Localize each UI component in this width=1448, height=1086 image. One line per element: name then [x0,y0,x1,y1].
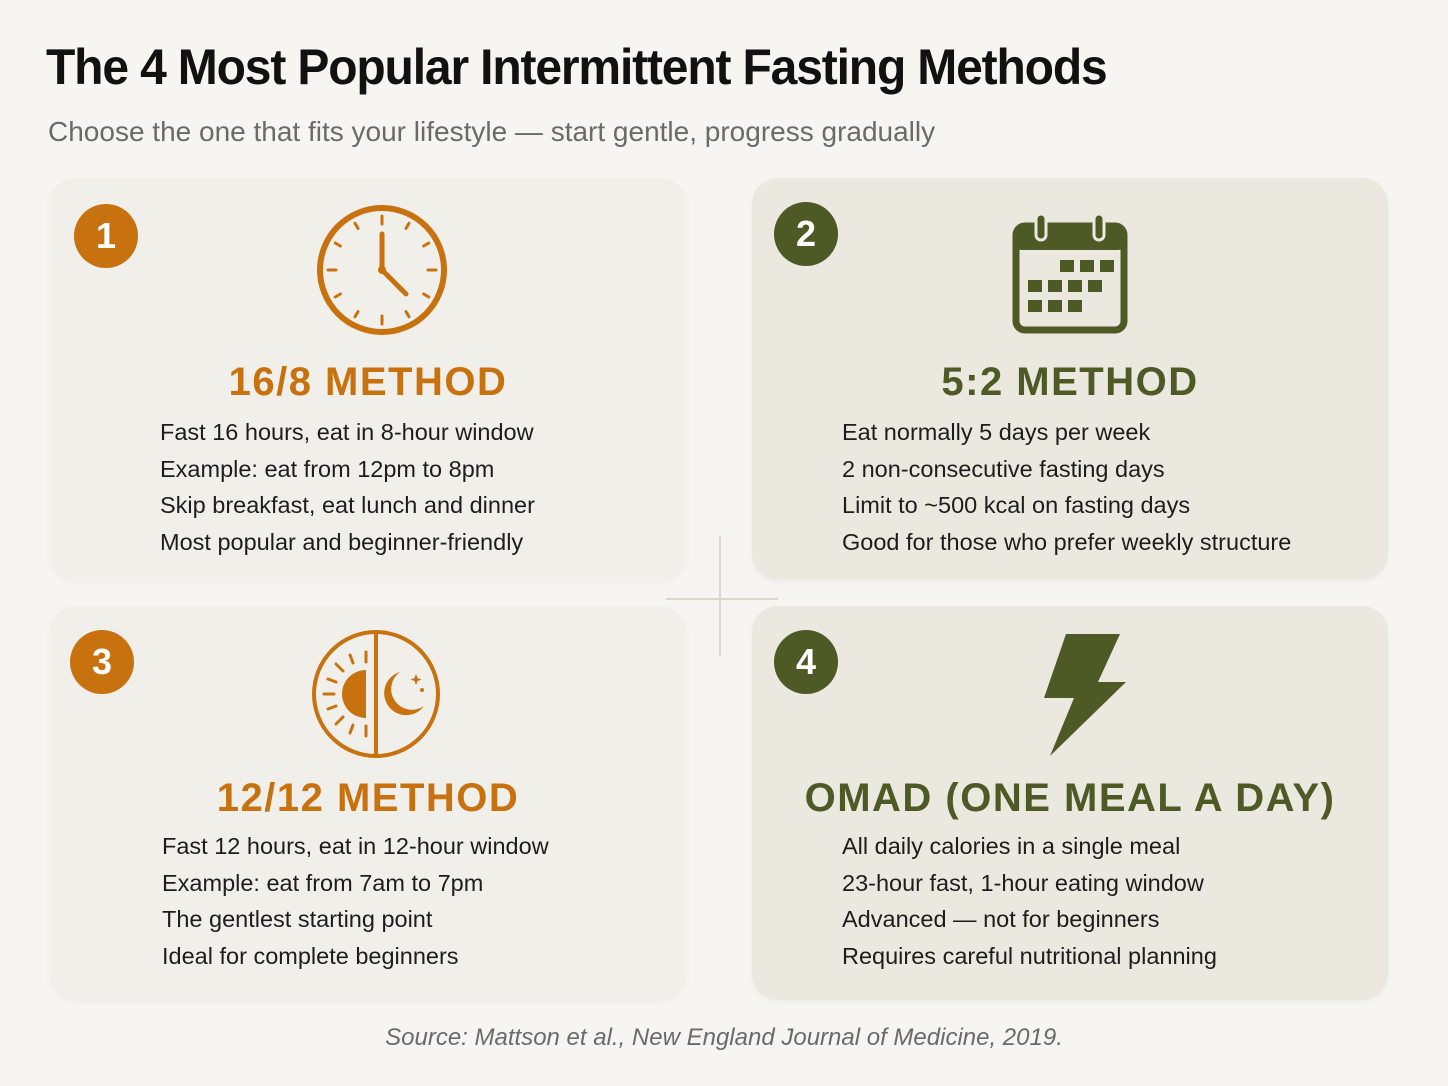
list-item: All daily calories in a single meal [842,833,1181,859]
list-item: The gentlest starting point [162,906,433,933]
method-card-12-12: 3 12/12 METHOD Fast 12 hours, eat in 1 [50,606,686,1000]
sun-moon-icon [308,626,444,767]
calendar-icon [1010,212,1130,341]
list-item: Eat normally 5 days per week [842,419,1151,445]
list-item: Fast 12 hours, eat in 12-hour window [162,833,549,859]
list-item: Ideal for complete beginners [162,943,459,970]
number-badge: 3 [70,630,134,694]
list-item: Example: eat from 12pm to 8pm [160,455,495,482]
clock-icon [314,202,450,343]
list-item: Example: eat from 7am to 7pm [162,869,484,896]
method-points: Fast 16 hours, eat in 8-hour window Exam… [160,414,535,561]
list-item: Most popular and beginner-friendly [160,529,524,556]
method-card-5-2: 2 5:2 METHOD Eat normally 5 days per wee… [752,178,1388,580]
method-points: All daily calories in a single meal 23-h… [842,828,1217,975]
list-item: Requires careful nutritional planning [842,943,1217,970]
method-card-omad: 4 OMAD (ONE MEAL A DAY) All daily calori… [752,606,1388,1000]
list-item: 2 non-consecutive fasting days [842,455,1165,482]
number-badge: 4 [774,630,838,694]
method-card-16-8: 1 16/8 METHOD Fast 16 hou [50,178,686,580]
list-item: Skip breakfast, eat lunch and dinner [160,492,535,519]
method-title: 16/8 METHOD [228,360,508,404]
list-item: 23-hour fast, 1-hour eating window [842,869,1204,896]
page-title: The 4 Most Popular Intermittent Fasting … [46,39,1108,95]
method-title: 5:2 METHOD [941,360,1199,404]
page-subtitle: Choose the one that fits your lifestyle … [48,116,936,147]
method-points: Fast 12 hours, eat in 12-hour window Exa… [162,828,549,975]
list-item: Fast 16 hours, eat in 8-hour window [160,419,534,445]
list-item: Limit to ~500 kcal on fasting days [842,492,1191,519]
lightning-bolt-icon [1036,632,1132,763]
divider-vertical [719,536,721,656]
divider-horizontal [666,598,778,600]
method-points: Eat normally 5 days per week 2 non-conse… [842,414,1291,561]
number-badge: 2 [774,202,838,266]
method-title: 12/12 METHOD [216,776,520,820]
method-title: OMAD (ONE MEAL A DAY) [804,776,1336,820]
list-item: Good for those who prefer weekly structu… [842,529,1292,556]
source-citation: Source: Mattson et al., New England Jour… [385,1024,1063,1051]
list-item: Advanced — not for beginners [842,906,1160,933]
number-badge: 1 [74,204,138,268]
